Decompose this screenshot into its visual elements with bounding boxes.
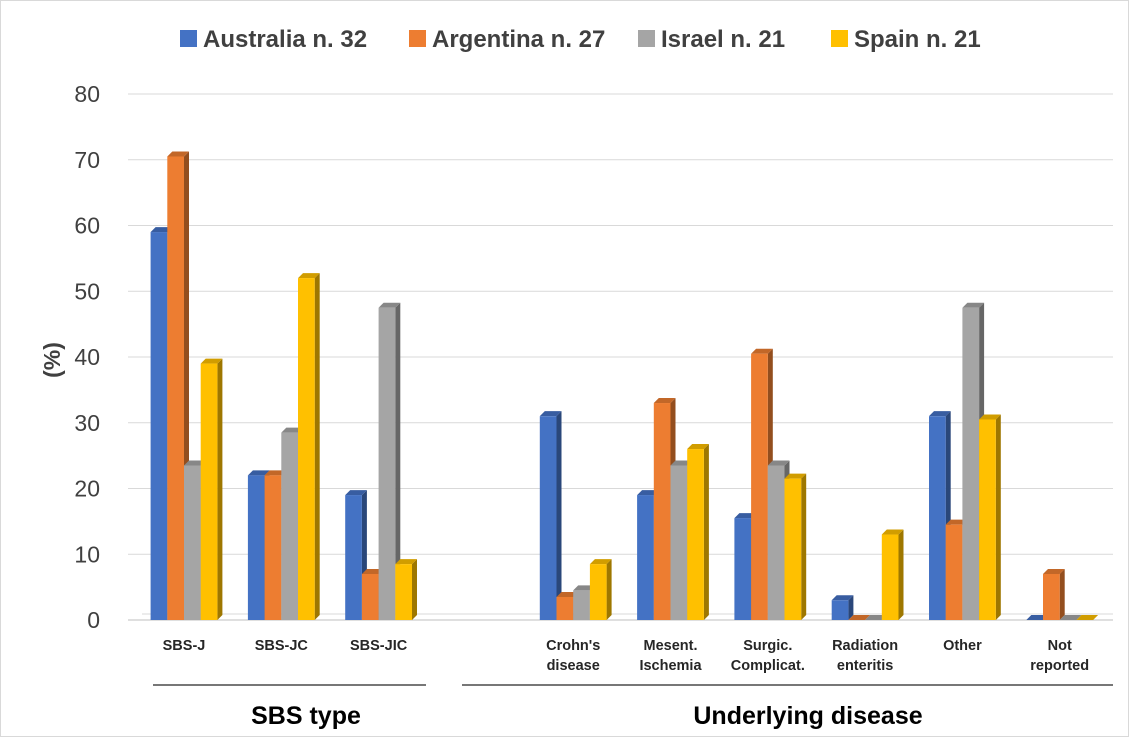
category-label: Not bbox=[1048, 638, 1072, 654]
group-labels: SBS type Underlying disease bbox=[153, 684, 1113, 730]
category-label: Other bbox=[943, 638, 982, 654]
y-tick-label: 40 bbox=[74, 344, 100, 370]
legend-label: Israel n. 21 bbox=[661, 26, 785, 53]
category-label: SBS-JIC bbox=[350, 638, 408, 654]
bar bbox=[378, 302, 401, 620]
category-label: Surgic. bbox=[743, 638, 792, 654]
bar bbox=[200, 358, 223, 620]
bars bbox=[150, 151, 1099, 620]
bar bbox=[589, 559, 612, 620]
bar bbox=[784, 473, 807, 620]
bar bbox=[831, 595, 854, 620]
legend-label: Argentina n. 27 bbox=[432, 26, 605, 53]
bar bbox=[1043, 568, 1065, 620]
y-tick-label: 20 bbox=[74, 476, 100, 502]
y-tick-label: 30 bbox=[74, 410, 100, 436]
legend-swatch bbox=[831, 30, 848, 47]
category-label: Radiation bbox=[832, 638, 898, 654]
category-label: Mesent. bbox=[644, 638, 698, 654]
legend-label: Australia n. 32 bbox=[203, 26, 367, 53]
legend-swatch bbox=[409, 30, 426, 47]
category-label: Ischemia bbox=[639, 658, 702, 674]
category-label: Crohn's bbox=[546, 638, 600, 654]
bar bbox=[848, 615, 871, 620]
bar bbox=[1026, 615, 1048, 620]
y-tick-label: 60 bbox=[74, 213, 100, 239]
group-label: Underlying disease bbox=[693, 702, 922, 730]
bar bbox=[979, 414, 1001, 620]
bar bbox=[881, 529, 904, 620]
legend: Australia n. 32 Argentina n. 27 Israel n. … bbox=[180, 26, 981, 53]
bar bbox=[298, 273, 320, 620]
category-label: reported bbox=[1030, 658, 1089, 674]
y-tick-label: 0 bbox=[87, 607, 100, 633]
legend-label: Spain n. 21 bbox=[854, 26, 981, 53]
category-label: disease bbox=[547, 658, 600, 674]
bar bbox=[687, 444, 709, 620]
y-tick-label: 10 bbox=[74, 541, 100, 567]
bar bbox=[539, 411, 562, 620]
y-tick-label: 80 bbox=[74, 81, 100, 107]
legend-swatch bbox=[180, 30, 197, 47]
category-label: SBS-J bbox=[163, 638, 206, 654]
y-tick-label: 50 bbox=[74, 278, 100, 304]
category-label: Complicat. bbox=[731, 658, 805, 674]
category-labels: SBS-J SBS-JC SBS-JIC Crohn's disease Mesent. I… bbox=[163, 638, 1089, 674]
y-tick-label: 70 bbox=[74, 147, 100, 173]
bar bbox=[1076, 615, 1099, 620]
y-axis-label: (%) bbox=[39, 342, 65, 378]
bar bbox=[395, 559, 417, 620]
category-label: enteritis bbox=[837, 658, 893, 674]
group-label: SBS type bbox=[251, 702, 361, 730]
legend-swatch bbox=[638, 30, 655, 47]
y-axis-ticks: 0 10 20 30 40 50 60 70 80 bbox=[74, 81, 100, 633]
bar bbox=[1059, 615, 1082, 620]
category-label: SBS-JC bbox=[255, 638, 309, 654]
bar bbox=[865, 615, 887, 620]
